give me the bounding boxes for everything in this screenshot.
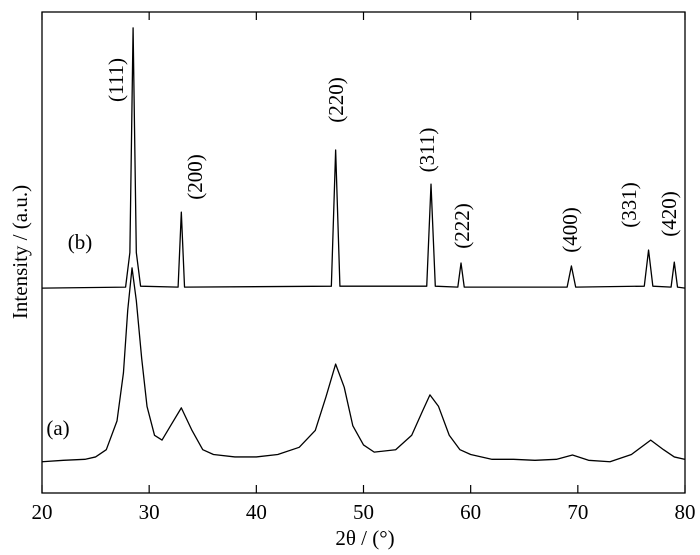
x-tick-label: 20	[32, 500, 53, 524]
peak-label: (111)	[104, 58, 128, 102]
series-label: (a)	[46, 416, 69, 440]
peak-label: (200)	[183, 154, 207, 200]
x-tick-label: 80	[675, 500, 696, 524]
peak-label: (311)	[415, 128, 439, 173]
series-line	[41, 27, 686, 289]
peak-label: (400)	[558, 207, 582, 253]
series-label: (b)	[68, 230, 93, 254]
series-line	[41, 267, 686, 463]
x-tick-label: 40	[246, 500, 267, 524]
peak-label: (420)	[657, 191, 681, 237]
x-tick-label: 30	[139, 500, 160, 524]
x-tick-label: 60	[460, 500, 481, 524]
peak-label: (331)	[617, 182, 641, 228]
y-axis-label: Intensity / (a.u.)	[8, 185, 32, 319]
peak-label: (220)	[324, 77, 348, 123]
peak-label: (222)	[450, 203, 474, 249]
x-axis-label: 2θ / (°)	[335, 526, 394, 550]
x-tick-label: 50	[353, 500, 374, 524]
plot-frame	[41, 11, 686, 494]
x-tick-label: 70	[567, 500, 588, 524]
